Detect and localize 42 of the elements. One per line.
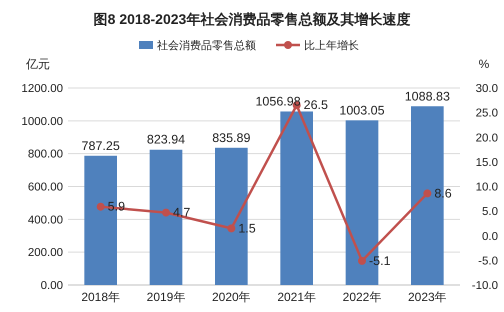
data-label: 1088.83	[404, 89, 450, 104]
data-label: 787.25	[82, 138, 120, 153]
data-label: 1056.98	[255, 94, 301, 108]
y-tick-label: 200.00	[28, 247, 63, 260]
y2-tick-label: 0.0	[482, 230, 498, 243]
y2-tick-label: 30.0	[476, 83, 498, 95]
y2-tick-label: 25.0	[476, 108, 498, 120]
data-label: 835.89	[212, 130, 250, 145]
y-tick-label: 400.00	[28, 214, 63, 226]
y2-tick-label: -10.0	[472, 280, 498, 292]
y-tick-label: 1200.00	[21, 83, 63, 95]
point	[227, 224, 236, 232]
x-tick-label: 2023年	[408, 290, 447, 304]
data-label: 1003.05	[339, 103, 385, 118]
x-tick-label: 2022年	[342, 290, 382, 304]
y2-tick-label: 20.0	[476, 132, 498, 144]
data-label: 5.9	[108, 200, 126, 214]
y-tick-label: 1000.00	[21, 116, 63, 128]
x-tick-label: 2021年	[277, 290, 316, 304]
data-label: 26.5	[304, 98, 328, 112]
point	[358, 256, 366, 265]
y2-tick-label: 10.0	[476, 182, 498, 194]
legend-label: 比上年增长	[304, 39, 359, 52]
point	[423, 189, 432, 198]
y2-tick-label: -5.0	[478, 255, 498, 268]
x-tick-label: 2018年	[81, 290, 120, 304]
point	[162, 208, 170, 217]
data-label: 823.94	[146, 132, 186, 147]
y2-tick-label: 5.0	[482, 206, 498, 218]
legend-label: 社会消费品零售总额	[157, 39, 256, 52]
y-tick-label: 800.00	[28, 148, 63, 161]
y-tick-label: 0.00	[40, 280, 63, 292]
y2-tick-label: 15.0	[476, 156, 498, 169]
x-tick-label: 2020年	[212, 290, 251, 304]
chart-title: 图8 2018-2023年社会消费品零售总额及其增长速度	[94, 11, 410, 27]
y-axis-title: 亿元	[25, 57, 50, 71]
y2-axis-title: %	[478, 57, 490, 71]
bar	[280, 111, 313, 285]
y-tick-label: 600.00	[28, 182, 63, 194]
point	[96, 202, 105, 211]
x-tick-label: 2019年	[146, 290, 186, 304]
data-label: 4.7	[173, 206, 190, 220]
